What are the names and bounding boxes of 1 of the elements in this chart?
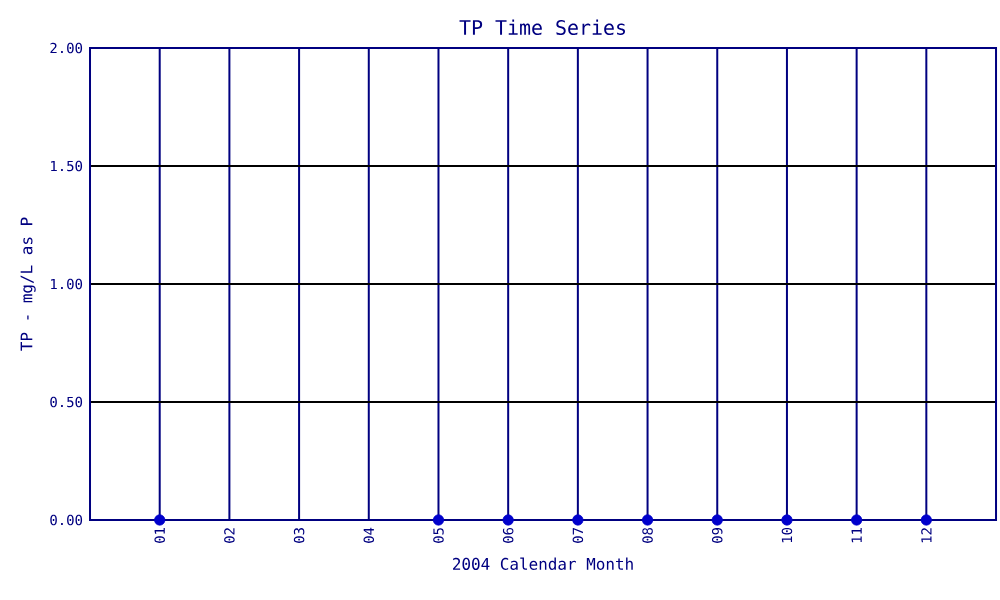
chart-title: TP Time Series xyxy=(459,19,626,35)
